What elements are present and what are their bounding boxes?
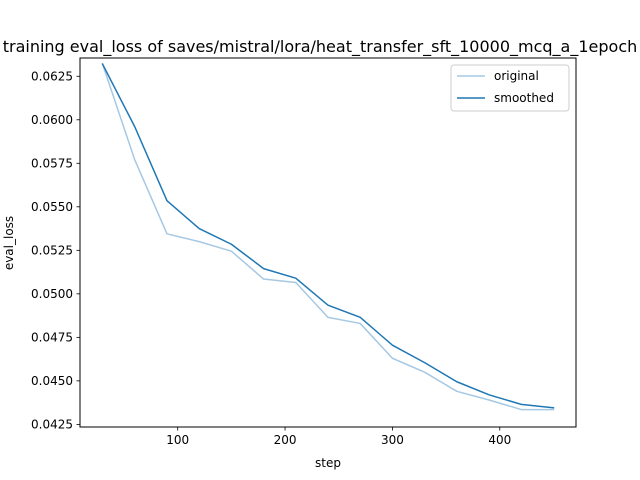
x-tick-label: 400 — [488, 433, 511, 447]
series-line-smoothed — [101, 63, 555, 409]
series-line-original — [101, 63, 555, 411]
plot-lines — [101, 63, 555, 411]
y-tick-label: 0.0575 — [31, 156, 73, 170]
y-tick-label: 0.0600 — [31, 113, 73, 127]
y-tick-label: 0.0550 — [31, 200, 73, 214]
legend: original smoothed — [450, 64, 570, 112]
x-axis-ticks: 100 200 300 400 — [166, 427, 511, 447]
y-tick-label: 0.0475 — [31, 330, 73, 344]
y-tick-label: 0.0500 — [31, 287, 73, 301]
y-tick-label: 0.0450 — [31, 374, 73, 388]
legend-label-smoothed: smoothed — [494, 91, 554, 105]
y-axis-ticks: 0.0425 0.0450 0.0475 0.0500 0.0525 0.0550 0.05… — [31, 69, 80, 431]
chart-title: training eval_loss of saves/mistral/lora… — [3, 37, 638, 57]
y-tick-label: 0.0525 — [31, 243, 73, 257]
x-axis-label: step — [315, 456, 341, 470]
legend-label-original: original — [494, 69, 539, 83]
plot-area-frame — [79, 57, 577, 428]
y-tick-label: 0.0625 — [31, 69, 73, 83]
x-tick-label: 100 — [166, 433, 189, 447]
x-tick-label: 300 — [381, 433, 404, 447]
x-tick-label: 200 — [274, 433, 297, 447]
y-tick-label: 0.0425 — [31, 417, 73, 431]
y-axis-label: eval_loss — [2, 216, 16, 270]
